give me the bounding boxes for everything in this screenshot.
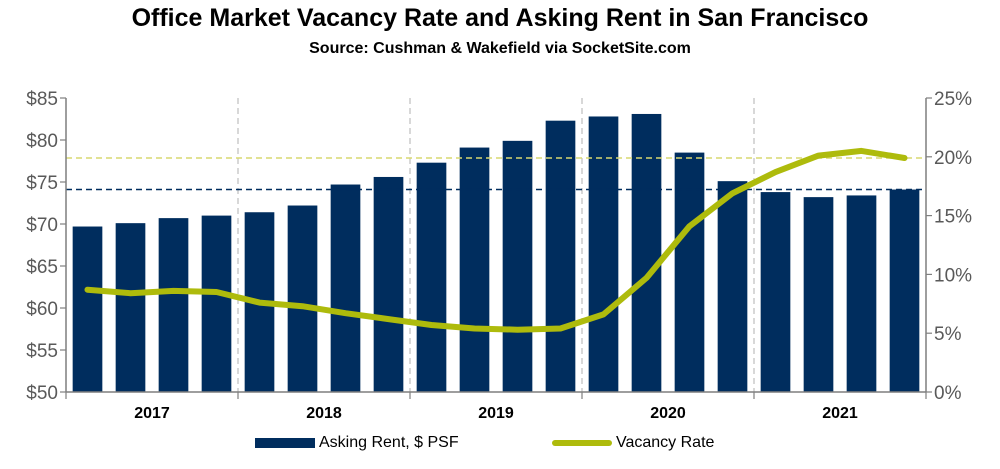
- left-tick-label: $60: [26, 299, 58, 320]
- rent-bar: [287, 205, 318, 392]
- left-tick-label: $85: [26, 89, 58, 110]
- left-tick-label: $50: [26, 383, 58, 404]
- legend-item-vacancy-rate: Vacancy Rate: [552, 432, 714, 454]
- rent-bar: [416, 162, 447, 392]
- right-tick-label: 15%: [934, 207, 972, 228]
- year-label: 2019: [478, 405, 514, 422]
- right-tick-label: 0%: [934, 383, 962, 404]
- rent-bar: [674, 152, 705, 392]
- rent-bar: [545, 120, 576, 393]
- rent-bar: [72, 226, 103, 392]
- left-tick-label: $70: [26, 215, 58, 236]
- rent-bar: [330, 184, 361, 392]
- legend-swatch-line: [552, 440, 612, 446]
- rent-bar: [373, 176, 404, 392]
- rent-bar: [889, 189, 920, 392]
- year-label: 2017: [134, 405, 170, 422]
- rent-bar: [717, 181, 748, 392]
- year-label: 2018: [306, 405, 342, 422]
- rent-bar: [846, 195, 877, 392]
- legend-label-vacancy-rate: Vacancy Rate: [616, 434, 715, 451]
- year-label: 2020: [650, 405, 686, 422]
- rent-bar: [588, 116, 619, 392]
- rent-bar: [803, 197, 834, 392]
- rent-bar: [631, 113, 662, 393]
- left-tick-label: $55: [26, 341, 58, 362]
- rent-bar: [158, 218, 189, 392]
- right-tick-label: 5%: [934, 324, 962, 345]
- rent-bar: [502, 140, 533, 392]
- rent-bar: [201, 215, 232, 392]
- rent-bar: [459, 147, 490, 392]
- rent-bar: [760, 192, 791, 392]
- vacancy-rate-line: [84, 147, 908, 333]
- left-tick-label: $65: [26, 257, 58, 278]
- right-tick-label: 20%: [934, 148, 972, 169]
- legend-swatch-bar: [255, 438, 315, 448]
- right-tick-label: 10%: [934, 265, 972, 286]
- legend-item-asking-rent: Asking Rent, $ PSF: [255, 432, 459, 454]
- left-tick-label: $80: [26, 131, 58, 152]
- right-tick-label: 25%: [934, 89, 972, 110]
- rent-bar: [115, 223, 146, 392]
- legend-label-asking-rent: Asking Rent, $ PSF: [319, 434, 459, 451]
- chart-title: Office Market Vacancy Rate and Asking Re…: [131, 4, 869, 32]
- chart-subtitle: Source: Cushman & Wakefield via SocketSi…: [309, 40, 691, 57]
- year-label: 2021: [822, 405, 858, 422]
- left-tick-label: $75: [26, 173, 58, 194]
